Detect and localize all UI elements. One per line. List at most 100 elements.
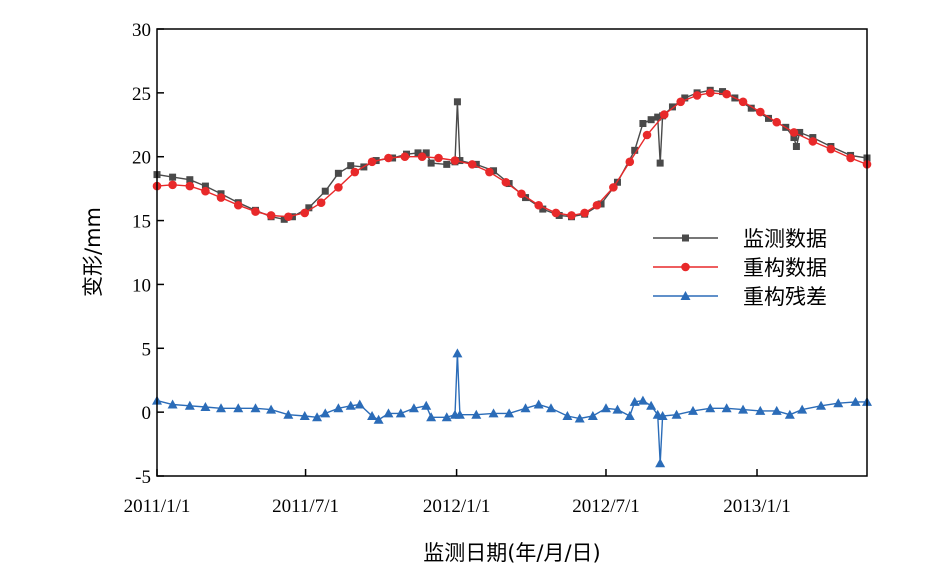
- data-point: [283, 409, 294, 419]
- data-point: [452, 348, 463, 358]
- y-tick-label: 15: [132, 212, 151, 233]
- data-point: [580, 208, 589, 218]
- data-point: [334, 183, 343, 192]
- legend-marker: [682, 234, 689, 242]
- data-point: [201, 182, 209, 190]
- data-point: [383, 408, 394, 418]
- data-point: [659, 110, 669, 119]
- legend-item: 重构数据: [653, 256, 827, 280]
- data-point: [305, 204, 313, 212]
- x-tick-label: 2012/7/1: [572, 496, 640, 517]
- data-point: [846, 153, 855, 163]
- data-point: [790, 134, 798, 142]
- data-point: [501, 177, 511, 187]
- data-point: [216, 403, 227, 413]
- data-point: [522, 194, 530, 202]
- data-point: [681, 94, 689, 102]
- x-tick-label: 2011/1/1: [124, 496, 191, 517]
- data-point: [169, 173, 177, 181]
- data-point: [266, 404, 277, 414]
- data-point: [657, 410, 668, 420]
- data-point: [384, 153, 393, 163]
- series-1: [153, 86, 871, 223]
- plot-series: [152, 86, 872, 468]
- data-point: [345, 400, 356, 410]
- data-point: [721, 403, 732, 413]
- data-point: [668, 103, 676, 111]
- data-point: [771, 405, 782, 415]
- data-point: [625, 157, 635, 167]
- data-point: [792, 142, 800, 150]
- data-point: [250, 403, 261, 413]
- data-point: [646, 400, 657, 410]
- data-point: [216, 193, 226, 202]
- x-tick-label: 2011/7/1: [272, 496, 339, 517]
- data-point: [755, 107, 765, 117]
- x-tick-label: 2013/1/1: [723, 496, 791, 517]
- data-point: [738, 404, 749, 414]
- data-point: [312, 412, 323, 422]
- data-point: [354, 399, 365, 409]
- y-tick-label: 30: [132, 20, 151, 41]
- data-point: [334, 169, 342, 177]
- data-point: [629, 396, 640, 406]
- data-point: [414, 149, 422, 157]
- data-point: [454, 409, 465, 419]
- data-point: [350, 167, 360, 177]
- data-point: [517, 189, 526, 199]
- data-point: [367, 157, 377, 167]
- data-point: [201, 186, 210, 196]
- y-axis-title: 变形/mm: [81, 207, 105, 297]
- data-point: [833, 398, 844, 408]
- x-axis-title: 监测日期(年/月/日): [423, 541, 601, 565]
- legend-label: 重构残差: [743, 285, 827, 309]
- data-point: [320, 408, 331, 418]
- data-point: [485, 167, 494, 177]
- data-point: [705, 403, 716, 413]
- data-point: [592, 200, 602, 210]
- data-point: [321, 187, 329, 195]
- data-point: [722, 89, 731, 99]
- data-point: [676, 97, 685, 107]
- data-point: [233, 200, 243, 210]
- data-point: [534, 200, 543, 210]
- data-point: [850, 396, 861, 406]
- data-point: [299, 410, 310, 420]
- data-point: [612, 404, 623, 414]
- data-point: [671, 409, 682, 419]
- data-point: [755, 405, 766, 415]
- data-point: [562, 410, 573, 420]
- data-point: [796, 128, 804, 136]
- data-point: [692, 91, 702, 100]
- legend-label: 监测数据: [743, 227, 827, 251]
- data-point: [655, 458, 666, 468]
- data-point: [421, 400, 432, 410]
- data-point: [624, 410, 635, 420]
- data-point: [443, 160, 451, 168]
- data-point: [426, 412, 437, 422]
- data-point: [280, 215, 288, 223]
- data-point: [587, 410, 598, 420]
- y-tick-label: 20: [132, 148, 151, 169]
- data-point: [656, 159, 664, 167]
- data-point: [488, 408, 499, 418]
- data-point: [233, 403, 244, 413]
- data-point: [427, 159, 435, 167]
- y-tick-label: 0: [142, 403, 152, 424]
- data-point: [333, 403, 344, 413]
- data-point: [639, 120, 647, 128]
- data-point: [450, 156, 460, 165]
- data-point: [567, 211, 576, 220]
- data-point: [647, 116, 655, 124]
- series-2: [152, 88, 872, 222]
- plot-frame: [156, 28, 868, 477]
- data-point: [642, 130, 652, 140]
- series-3: [152, 348, 872, 468]
- data-point: [637, 395, 648, 405]
- y-tick-label: 5: [142, 339, 152, 360]
- data-point: [631, 146, 639, 154]
- data-point: [347, 162, 355, 170]
- data-point: [284, 212, 293, 222]
- data-point: [504, 408, 515, 418]
